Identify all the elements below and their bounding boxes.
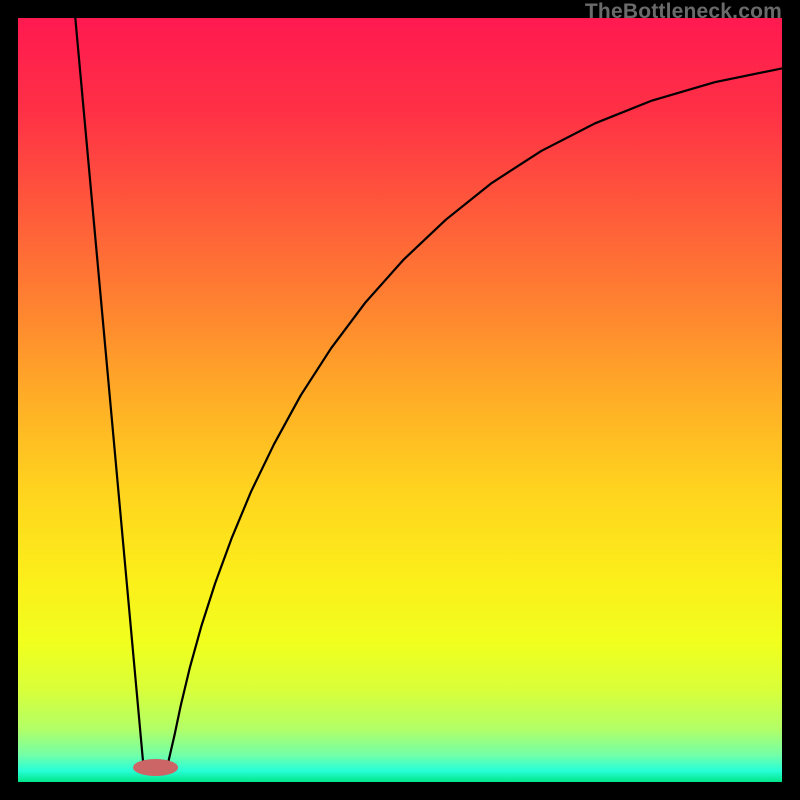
- watermark-text: TheBottleneck.com: [585, 0, 782, 24]
- gradient-background: [18, 18, 782, 782]
- chart-container: TheBottleneck.com: [0, 0, 800, 800]
- plot-area: [18, 18, 782, 782]
- plot-svg: [18, 18, 782, 782]
- valley-marker: [134, 759, 178, 775]
